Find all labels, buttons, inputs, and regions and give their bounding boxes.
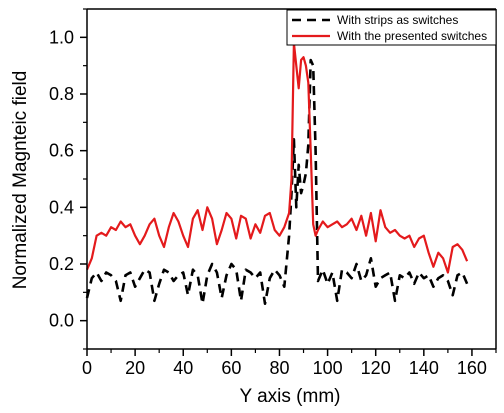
legend-label-2: With the presented switches (337, 29, 487, 43)
legend-label-1: With strips as switches (337, 13, 458, 27)
x-tick-label: 60 (221, 358, 241, 378)
y-tick-label: 0.6 (49, 141, 74, 161)
x-tick-label: 140 (409, 358, 439, 378)
y-tick-label: 0.0 (49, 311, 74, 331)
axes-layer: 0 20 40 60 80 100 120 140 160 0.0 0.2 0.4 0.6 0.8 1.0 (49, 8, 497, 378)
y-axis-title: Normalized Magnteic field (10, 71, 31, 290)
x-tick-label: 120 (361, 358, 391, 378)
x-tick-label: 100 (313, 358, 343, 378)
x-tick-label: 0 (82, 358, 92, 378)
x-tick-label: 40 (173, 358, 193, 378)
x-tick-label: 80 (269, 358, 289, 378)
series-line-1 (85, 58, 469, 305)
series-line-2 (85, 41, 469, 274)
legend: With strips as switches With the presente… (286, 9, 497, 46)
y-tick-label: 0.4 (49, 197, 74, 217)
x-tick-label: 20 (125, 358, 145, 378)
y-tick-label: 0.2 (49, 254, 74, 274)
series-layer (85, 41, 469, 305)
x-tick-label: 160 (457, 358, 487, 378)
y-tick-label: 0.8 (49, 84, 74, 104)
y-tick-label: 1.0 (49, 27, 74, 47)
legend-box (286, 9, 497, 46)
x-axis-title: Y axis (mm) (240, 386, 341, 407)
